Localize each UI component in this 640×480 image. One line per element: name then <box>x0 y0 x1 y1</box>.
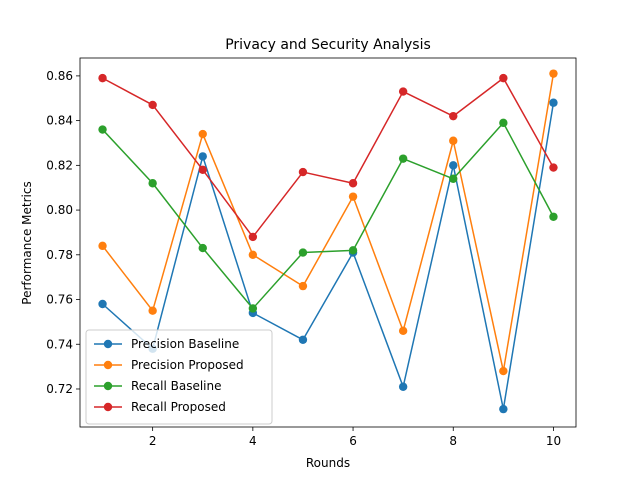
series-2 <box>98 118 558 313</box>
data-point <box>248 232 258 242</box>
data-point <box>298 248 308 257</box>
x-tick-label: 8 <box>449 434 457 448</box>
data-point <box>499 366 508 376</box>
data-point <box>198 129 207 139</box>
data-point <box>298 281 308 291</box>
legend-marker <box>103 402 113 412</box>
data-point <box>449 161 458 170</box>
y-tick-label: 0.72 <box>46 382 73 396</box>
data-point <box>398 87 408 96</box>
data-point <box>98 299 107 309</box>
plot-frame <box>79 57 577 428</box>
y-tick-label: 0.74 <box>46 337 73 351</box>
legend-label: Recall Proposed <box>131 400 226 414</box>
legend-item: Recall Proposed <box>94 400 226 414</box>
data-point <box>348 192 358 201</box>
series-1 <box>98 69 558 376</box>
x-tick-label: 2 <box>149 434 157 448</box>
data-point <box>148 179 157 188</box>
data-point <box>248 250 258 259</box>
x-tick-label: 4 <box>249 434 257 448</box>
data-point <box>148 100 157 110</box>
legend-label: Precision Baseline <box>131 337 239 351</box>
legend-marker <box>103 381 113 391</box>
data-point <box>348 246 358 255</box>
series-line <box>101 73 555 372</box>
data-point <box>248 304 258 313</box>
x-axis-title: Rounds <box>306 456 350 470</box>
data-point <box>198 152 207 161</box>
data-point <box>449 111 458 121</box>
data-point <box>449 136 458 145</box>
y-tick-label: 0.80 <box>46 203 73 217</box>
data-point <box>549 69 558 78</box>
data-point <box>398 326 408 336</box>
data-point <box>499 73 508 83</box>
legend-item: Precision Baseline <box>94 337 239 351</box>
data-point <box>98 125 107 134</box>
legend-label: Recall Baseline <box>131 379 222 393</box>
series-layer <box>98 69 558 414</box>
legend-marker <box>103 360 113 370</box>
data-point <box>198 243 207 253</box>
data-point <box>298 167 308 177</box>
data-point <box>298 335 308 344</box>
x-tick-label: 10 <box>546 434 561 448</box>
data-point <box>549 98 558 107</box>
axes-layer: 2 4 6 8 10 0.72 0.74 0.76 0.78 0.80 0.82 0.84 0.86 <box>46 57 577 448</box>
data-point <box>398 154 408 163</box>
series-line <box>102 122 555 310</box>
data-point <box>449 174 458 183</box>
data-point <box>348 179 358 188</box>
legend-item: Recall Baseline <box>94 379 222 393</box>
legend-label: Precision Proposed <box>131 358 244 372</box>
legend-item: Precision Proposed <box>94 358 244 372</box>
series-line <box>102 102 555 410</box>
data-point <box>549 212 558 221</box>
y-tick-label: 0.78 <box>46 248 73 262</box>
data-point <box>198 165 207 175</box>
legend-marker <box>103 339 113 349</box>
x-tick-label: 6 <box>349 434 357 448</box>
y-axis-title: Performance Metrics <box>20 181 34 304</box>
y-tick-label: 0.86 <box>46 69 73 83</box>
data-point <box>499 118 508 128</box>
data-point <box>98 241 107 251</box>
data-point <box>499 404 508 414</box>
data-point <box>549 163 558 172</box>
legend: Precision Baseline Precision Proposed Reca… <box>85 329 273 425</box>
chart-title: Privacy and Security Analysis <box>225 37 431 53</box>
data-point <box>148 306 157 315</box>
data-point <box>398 382 408 391</box>
y-tick-label: 0.76 <box>46 293 73 307</box>
series-3 <box>98 73 558 242</box>
y-tick-label: 0.84 <box>46 114 73 128</box>
legend-box <box>85 329 273 425</box>
y-tick-label: 0.82 <box>46 158 73 172</box>
series-line <box>102 77 555 238</box>
data-point <box>98 73 107 83</box>
